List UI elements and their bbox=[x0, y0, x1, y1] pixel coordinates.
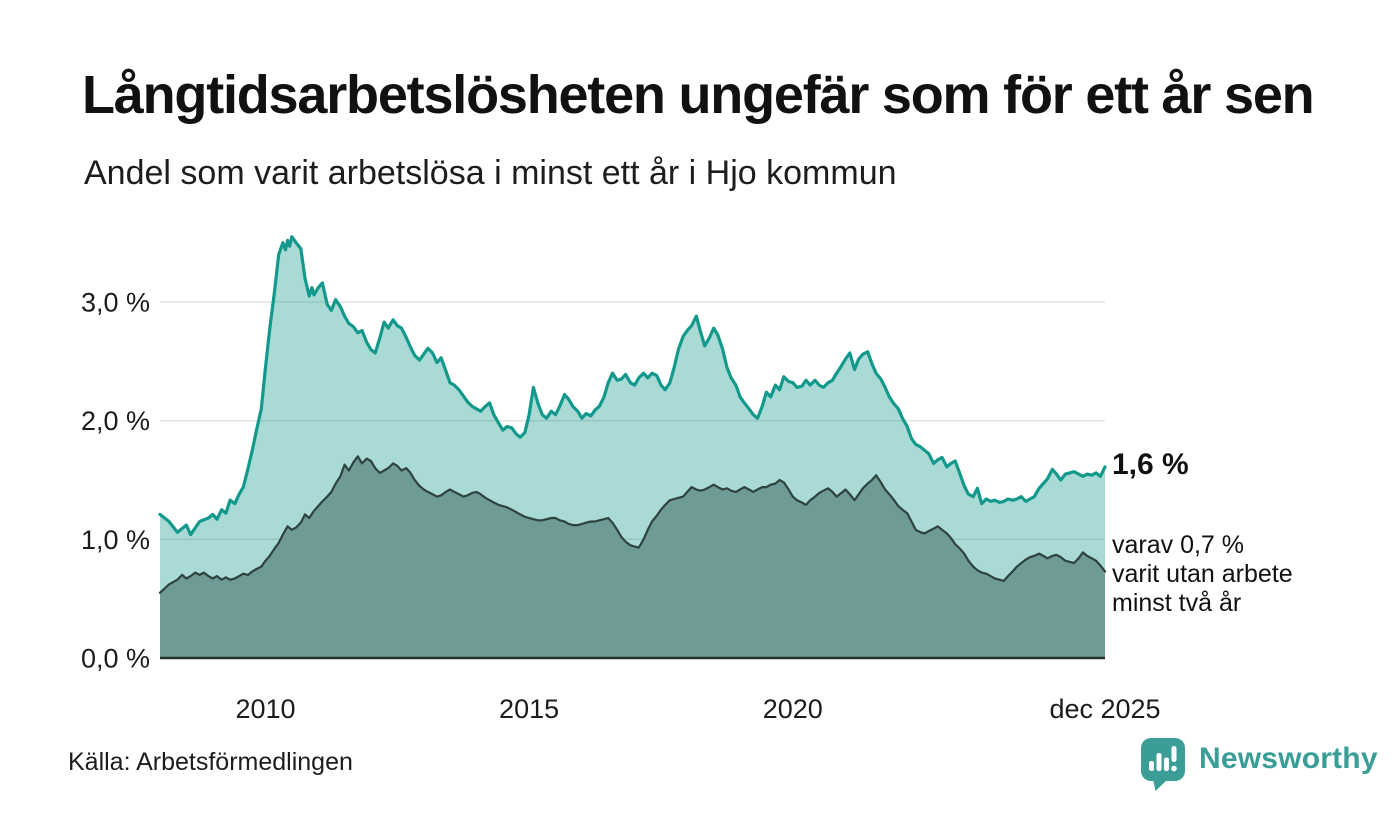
x-axis-tick-label: 2020 bbox=[763, 694, 823, 724]
y-axis-tick-label: 1,0 % bbox=[81, 525, 150, 555]
chart-subtitle: Andel som varit arbetslösa i minst ett å… bbox=[84, 154, 897, 192]
page-title: Långtidsarbetslösheten ungefär som för e… bbox=[82, 65, 1315, 125]
x-axis-tick-label: 2015 bbox=[499, 694, 559, 724]
source-caption: Källa: Arbetsförmedlingen bbox=[68, 748, 353, 776]
series-line-one-year bbox=[158, 235, 1107, 537]
series-area-two-years bbox=[160, 456, 1105, 658]
x-axis-tick-label: dec 2025 bbox=[1049, 694, 1160, 724]
series-line-two-years bbox=[158, 455, 1107, 594]
brand-wordmark: Newsworthy bbox=[1199, 742, 1378, 775]
y-axis-tick-label: 0,0 % bbox=[81, 644, 150, 674]
breakdown-annotation: varav 0,7 % varit utan arbete minst två … bbox=[1112, 531, 1293, 617]
x-axis-tick-label: 2010 bbox=[235, 694, 295, 724]
bar-chart-exclamation-pin-icon bbox=[1141, 738, 1185, 791]
newsworthy-logo: Newsworthy bbox=[1140, 737, 1378, 791]
y-axis-tick-label: 2,0 % bbox=[81, 406, 150, 436]
latest-value-label: 1,6 % bbox=[1112, 448, 1189, 481]
y-axis-tick-label: 3,0 % bbox=[81, 288, 150, 318]
